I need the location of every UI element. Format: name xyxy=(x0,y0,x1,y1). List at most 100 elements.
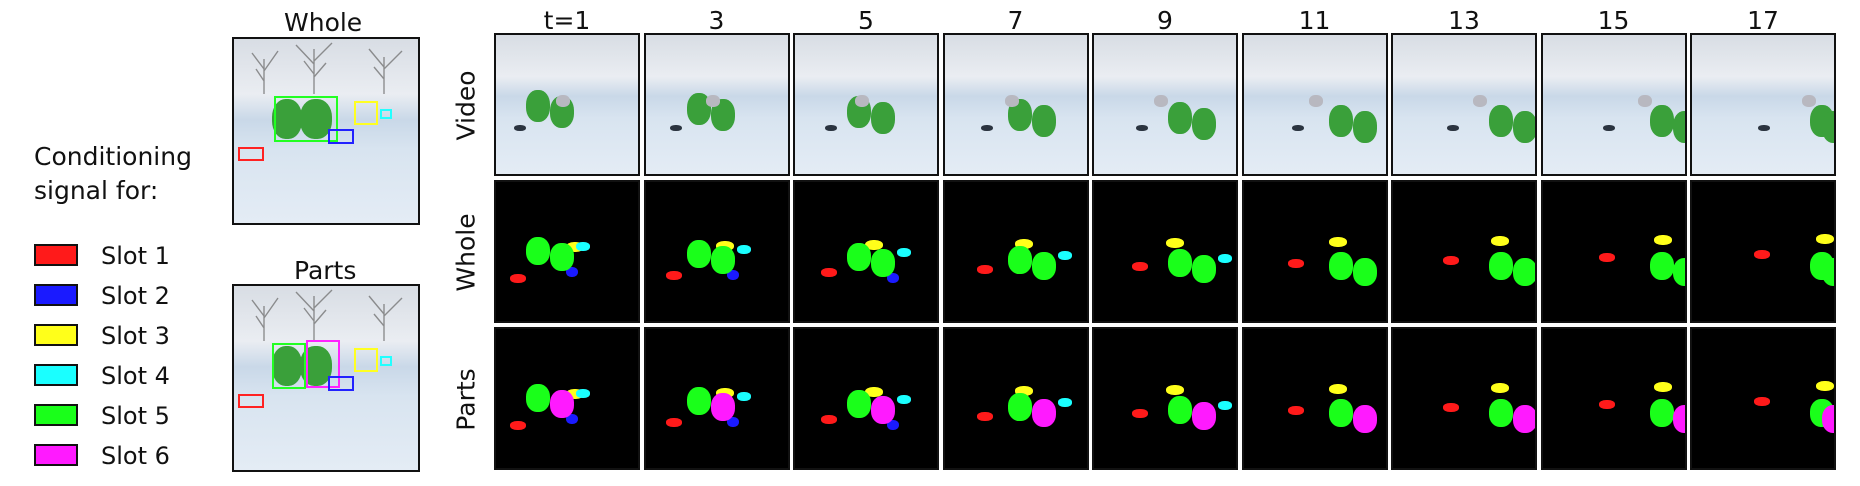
segment-blob xyxy=(1822,111,1834,143)
video-frame xyxy=(1092,33,1238,176)
segment-blob xyxy=(705,95,720,107)
segment-blob xyxy=(665,271,682,280)
segment-blob xyxy=(1598,253,1615,262)
parts-frame xyxy=(494,327,640,470)
column-title: 9 xyxy=(1157,6,1173,35)
segment-blob xyxy=(855,95,869,107)
segment-blob xyxy=(1166,238,1184,248)
whole-frame xyxy=(793,180,939,323)
segment-blob xyxy=(1352,405,1377,433)
segment-blob xyxy=(1192,402,1216,430)
segment-blob xyxy=(1014,239,1033,249)
legend-swatch xyxy=(34,324,78,346)
segment-blob xyxy=(1031,399,1056,427)
bag-object xyxy=(272,99,302,139)
whole-frame xyxy=(1540,180,1687,323)
segment-blob xyxy=(1802,95,1816,107)
legend-label: Slot 3 xyxy=(101,322,170,350)
segment-blob xyxy=(847,390,871,418)
parts-frame xyxy=(1540,327,1687,470)
parts-frame xyxy=(1241,327,1388,470)
segment-blob xyxy=(1328,384,1347,394)
video-frame xyxy=(494,33,640,176)
segment-blob xyxy=(1166,385,1184,395)
row-title: Video xyxy=(451,69,481,141)
segment-blob xyxy=(1218,254,1232,263)
segment-blob xyxy=(710,393,735,421)
snow-trees-illustration xyxy=(251,289,403,341)
segment-blob xyxy=(1489,252,1513,280)
legend-swatch xyxy=(34,364,78,386)
legend-swatch xyxy=(34,244,78,266)
parts-frame xyxy=(942,327,1089,470)
segment-blob xyxy=(1602,125,1615,131)
video-frame xyxy=(793,33,939,176)
segment-blob xyxy=(510,274,526,283)
segment-blob xyxy=(897,248,911,257)
whole-frame xyxy=(643,180,790,323)
row-title: Whole xyxy=(451,212,481,292)
segment-blob xyxy=(1154,95,1168,107)
segment-blob xyxy=(1308,95,1323,107)
bag-object xyxy=(300,99,332,139)
segment-blob xyxy=(1816,381,1834,391)
whole-conditioning-image xyxy=(232,37,420,225)
segment-blob xyxy=(1513,111,1535,143)
parts-frame xyxy=(643,327,790,470)
parts-frame xyxy=(1690,327,1836,470)
legend-title-line1: Conditioning xyxy=(34,142,192,171)
segment-blob xyxy=(710,246,735,274)
column-title: 15 xyxy=(1597,6,1630,35)
segment-blob xyxy=(976,412,993,421)
whole-frame xyxy=(1092,180,1238,323)
segment-blob xyxy=(576,242,590,251)
segment-blob xyxy=(871,249,895,277)
slot3-box xyxy=(354,101,378,125)
legend-title-line2: signal for: xyxy=(34,176,159,205)
segment-blob xyxy=(897,395,911,404)
whole-frame xyxy=(494,180,640,323)
video-frame xyxy=(643,33,790,176)
video-frame xyxy=(1391,33,1537,176)
column-title: t=1 xyxy=(543,6,591,35)
segment-blob xyxy=(686,387,711,415)
segment-blob xyxy=(1287,406,1304,415)
column-title: 11 xyxy=(1298,6,1331,35)
segment-blob xyxy=(576,389,590,398)
segment-blob xyxy=(1136,125,1148,131)
segment-blob xyxy=(1637,95,1652,107)
segment-blob xyxy=(1649,399,1674,427)
whole-panel-title: Whole xyxy=(284,8,363,37)
segment-blob xyxy=(1598,400,1615,409)
legend-label: Slot 6 xyxy=(101,442,170,470)
segment-blob xyxy=(1822,258,1834,286)
segment-blob xyxy=(1328,252,1353,280)
legend-label: Slot 4 xyxy=(101,362,170,390)
segment-blob xyxy=(510,421,526,430)
segment-blob xyxy=(665,418,682,427)
segment-blob xyxy=(871,396,895,424)
segment-blob xyxy=(566,389,584,399)
segment-blob xyxy=(556,95,570,107)
segment-blob xyxy=(1132,409,1148,418)
parts-conditioning-image xyxy=(232,284,420,472)
segment-blob xyxy=(1758,125,1770,131)
segment-blob xyxy=(1473,95,1487,107)
segment-blob xyxy=(1653,235,1672,245)
segment-blob xyxy=(1491,383,1509,393)
segment-blob xyxy=(887,273,899,283)
segment-blob xyxy=(686,240,711,268)
segment-blob xyxy=(1328,399,1353,427)
segment-blob xyxy=(526,90,550,122)
parts-frame xyxy=(1092,327,1238,470)
segment-blob xyxy=(976,265,993,274)
slot1-box xyxy=(238,147,264,161)
column-title: 17 xyxy=(1747,6,1779,35)
segment-blob xyxy=(1513,405,1535,433)
snow-trees-illustration xyxy=(251,42,403,94)
parts-frame xyxy=(1391,327,1537,470)
segment-blob xyxy=(1291,125,1304,131)
segment-blob xyxy=(1007,246,1032,274)
column-title: 7 xyxy=(1007,6,1024,35)
segment-blob xyxy=(1491,236,1509,246)
